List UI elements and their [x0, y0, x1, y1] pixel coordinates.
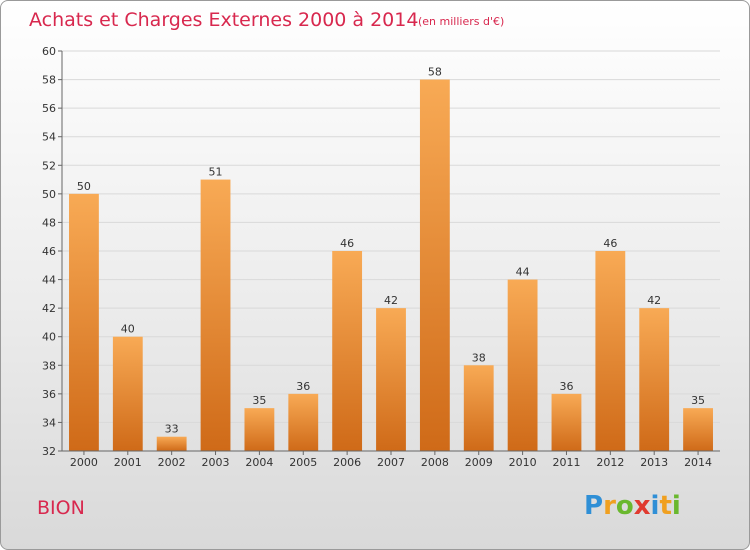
x-tick-label: 2007: [377, 456, 405, 469]
x-tick-label: 2006: [333, 456, 361, 469]
data-label: 42: [647, 294, 661, 307]
y-tick-label: 40: [42, 331, 56, 344]
bar: [332, 251, 363, 451]
y-tick-label: 32: [42, 445, 56, 458]
x-tick-label: 2010: [509, 456, 537, 469]
x-tick-label: 2011: [552, 456, 580, 469]
chart-subtitle: (en milliers d'€): [418, 15, 505, 28]
bar: [507, 279, 538, 451]
bar: [69, 193, 99, 451]
y-tick-label: 58: [42, 74, 56, 87]
data-label: 50: [77, 180, 91, 193]
axes: [58, 50, 720, 455]
y-tick-label: 48: [42, 216, 56, 229]
x-tick-label: 2012: [596, 456, 624, 469]
x-tick-label: 2013: [640, 456, 668, 469]
y-tick-label: 44: [42, 274, 56, 287]
x-tick-label: 2005: [289, 456, 317, 469]
x-tick-label: 2003: [202, 456, 230, 469]
bar: [288, 393, 319, 451]
y-tick-label: 54: [42, 131, 56, 144]
y-tick-label: 52: [42, 159, 56, 172]
data-label: 36: [559, 380, 573, 393]
y-tick-label: 42: [42, 302, 56, 315]
bar: [683, 408, 713, 451]
bar: [156, 436, 187, 451]
data-label: 36: [296, 380, 310, 393]
x-tick-label: 2001: [114, 456, 142, 469]
x-tick-label: 2014: [684, 456, 712, 469]
data-label: 35: [252, 394, 266, 407]
bar: [200, 179, 231, 452]
bar: [463, 365, 494, 451]
logo-letter: o: [615, 491, 634, 521]
x-tick-label: 2004: [245, 456, 273, 469]
x-tick-label: 2000: [70, 456, 98, 469]
data-label: 40: [121, 323, 135, 336]
data-label: 33: [165, 423, 179, 436]
bars: [69, 79, 713, 452]
bar: [595, 251, 626, 451]
bar: [244, 408, 275, 451]
bar: [551, 393, 582, 451]
logo-letter: r: [603, 491, 616, 521]
data-label: 38: [472, 351, 486, 364]
y-tick-label: 56: [42, 102, 56, 115]
proxiti-logo: Proxiti: [584, 491, 681, 521]
bar: [112, 336, 143, 451]
y-tick-label: 34: [42, 416, 56, 429]
logo-letter: x: [633, 491, 651, 521]
data-label: 35: [691, 394, 705, 407]
logo-letter: i: [671, 491, 681, 521]
y-tick-label: 36: [42, 388, 56, 401]
x-tick-label: 2009: [465, 456, 493, 469]
y-tick-label: 38: [42, 359, 56, 372]
y-tick-label: 50: [42, 188, 56, 201]
commune-name: BION: [37, 497, 85, 519]
y-tick-label: 60: [42, 45, 56, 58]
data-label: 44: [516, 266, 530, 279]
data-label: 42: [384, 294, 398, 307]
logo-letter: P: [584, 491, 604, 521]
logo-letter: i: [650, 491, 660, 521]
y-tick-label: 46: [42, 245, 56, 258]
x-tick-label: 2008: [421, 456, 449, 469]
labels: 32 34 36 38 40 42 44 46 48 50 52 54 56 58 60 50 2000 40 20…: [42, 45, 712, 469]
bar: [419, 79, 450, 452]
data-label: 51: [209, 166, 223, 179]
logo-letter: t: [659, 491, 672, 521]
bar: [639, 308, 670, 451]
data-label: 46: [340, 237, 354, 250]
data-label: 46: [603, 237, 617, 250]
chart-title: Achats et Charges Externes 2000 à 2014: [29, 9, 419, 31]
data-label: 58: [428, 66, 442, 79]
bar: [376, 308, 406, 451]
x-tick-label: 2002: [158, 456, 186, 469]
